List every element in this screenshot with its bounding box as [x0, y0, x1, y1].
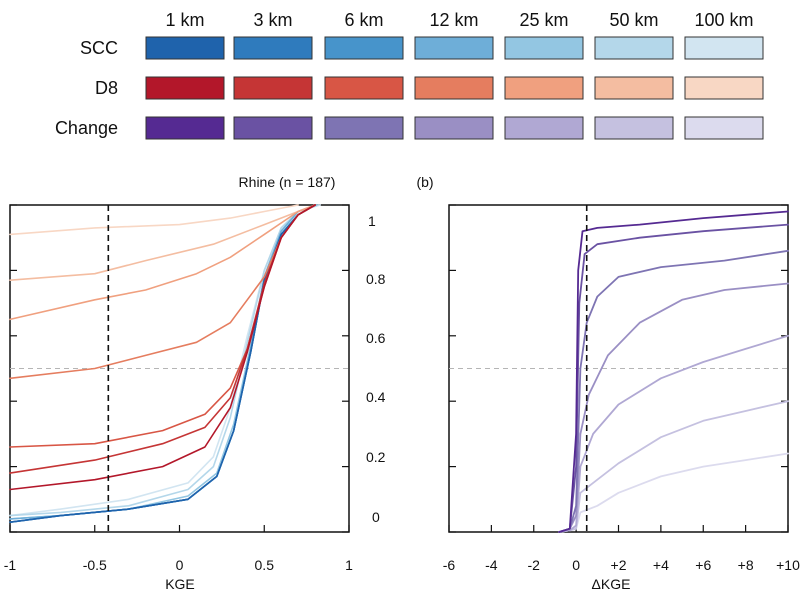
panel-a-kge-cdf: -1 -0.5 0 0.5 1	[4, 204, 353, 573]
legend-swatch-d8-50-km	[594, 76, 674, 100]
series-line-scc-1-km	[9, 204, 316, 523]
legend-swatch-scc-50-km	[594, 36, 674, 60]
legend-resolution-3-km: 3 km	[253, 10, 292, 30]
y-tick-label-0.6: 0.6	[366, 330, 386, 346]
series-line-d8-100-km	[9, 204, 299, 236]
series-line-d8-25-km	[9, 204, 316, 321]
x-tick-label-+8: +8	[738, 557, 754, 573]
legend-swatch-scc-25-km	[504, 36, 584, 60]
legend-swatch-change-1-km	[145, 116, 225, 140]
series-line-scc-6-km	[9, 204, 316, 523]
series-line-change-12-km	[558, 282, 789, 533]
legend-swatch-d8-3-km	[233, 76, 313, 100]
legend-resolution-50-km: 50 km	[609, 10, 658, 30]
legend-swatch-scc-12-km	[414, 36, 494, 60]
legend-swatch-scc-1-km	[145, 36, 225, 60]
legend-swatch-d8-6-km	[324, 76, 404, 100]
series-line-scc-3-km	[9, 204, 316, 523]
legend-swatch-scc-3-km	[233, 36, 313, 60]
y-tick-label-0: 0	[372, 509, 380, 525]
panel-b-delta-kge-cdf: -6 -4 -2 0 +2 +4 +6 +8 +10	[443, 204, 800, 573]
series-line-change-50-km	[558, 400, 789, 533]
series-line-d8-6-km	[9, 204, 316, 448]
x-tick-label--2: -2	[528, 557, 541, 573]
x-tick-label--6: -6	[443, 557, 456, 573]
y-tick-label-0.4: 0.4	[366, 389, 386, 405]
resolution-legend: 1 km 3 km 6 km 12 km 25 km 50 km 100 km SCC D8 Ch…	[55, 10, 764, 140]
legend-swatch-change-6-km	[324, 116, 404, 140]
x-tick-label-0.5: 0.5	[255, 557, 275, 573]
legend-swatch-d8-12-km	[414, 76, 494, 100]
series-line-change-1-km	[558, 210, 789, 533]
legend-row-label-d8: D8	[95, 78, 118, 98]
legend-row-label-change: Change	[55, 118, 118, 138]
legend-swatch-change-50-km	[594, 116, 674, 140]
x-tick-label-0: 0	[572, 557, 580, 573]
series-line-scc-12-km	[9, 204, 316, 520]
legend-swatch-scc-100-km	[684, 36, 764, 60]
legend-swatch-change-100-km	[684, 116, 764, 140]
panel-b-x-axis-label: ΔKGE	[592, 576, 631, 592]
series-line-d8-3-km	[9, 204, 316, 474]
legend-resolution-12-km: 12 km	[429, 10, 478, 30]
x-tick-label--4: -4	[485, 557, 498, 573]
series-line-change-6-km	[558, 249, 789, 533]
legend-resolution-25-km: 25 km	[519, 10, 568, 30]
series-line-d8-1-km	[9, 204, 316, 491]
legend-swatch-scc-6-km	[324, 36, 404, 60]
panel-b-tag: (b)	[416, 174, 433, 190]
series-line-change-3-km	[558, 223, 789, 533]
x-tick-label-+2: +2	[611, 557, 627, 573]
series-line-change-25-km	[558, 334, 789, 533]
x-tick-label-1: 1	[345, 557, 353, 573]
series-line-scc-50-km	[9, 204, 320, 517]
legend-swatch-change-25-km	[504, 116, 584, 140]
y-tick-label-1: 1	[368, 213, 376, 229]
x-tick-label-+6: +6	[695, 557, 711, 573]
panel-a-title: Rhine (n = 187)	[239, 174, 336, 190]
legend-resolution-1-km: 1 km	[165, 10, 204, 30]
legend-swatch-d8-25-km	[504, 76, 584, 100]
series-line-change-100-km	[558, 452, 789, 533]
x-tick-label--0.5: -0.5	[83, 557, 107, 573]
legend-swatch-change-3-km	[233, 116, 313, 140]
legend-swatch-d8-1-km	[145, 76, 225, 100]
panel-a-y-tick-labels: 0 0.2 0.4 0.6 0.8 1	[366, 213, 386, 525]
x-tick-label-0: 0	[176, 557, 184, 573]
x-tick-label-+10: +10	[776, 557, 800, 573]
y-tick-label-0.2: 0.2	[366, 449, 386, 465]
legend-resolution-6-km: 6 km	[344, 10, 383, 30]
legend-resolution-100-km: 100 km	[694, 10, 753, 30]
panel-a-x-axis-label: KGE	[165, 576, 195, 592]
y-tick-label-0.8: 0.8	[366, 271, 386, 287]
legend-swatch-change-12-km	[414, 116, 494, 140]
legend-row-label-scc: SCC	[80, 38, 118, 58]
x-tick-label-+4: +4	[653, 557, 669, 573]
x-tick-label--1: -1	[4, 557, 17, 573]
legend-swatch-d8-100-km	[684, 76, 764, 100]
